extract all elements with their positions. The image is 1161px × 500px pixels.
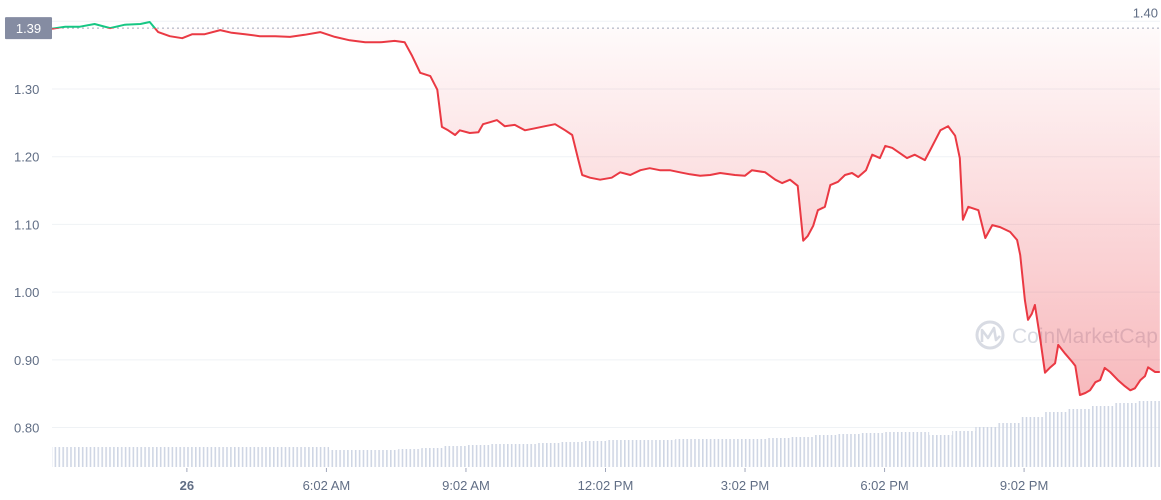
volume-bar bbox=[790, 437, 814, 467]
volume-bar bbox=[629, 440, 653, 467]
volume-bar bbox=[282, 447, 306, 467]
volume-bar bbox=[1021, 417, 1045, 467]
y-tick-label: 1.30 bbox=[14, 82, 39, 97]
volume-bar bbox=[259, 447, 283, 467]
baseline-label-text: 1.39 bbox=[16, 21, 41, 36]
y-tick-label: 1.40 bbox=[1133, 5, 1158, 20]
volume-bar bbox=[490, 444, 514, 467]
volume-bar bbox=[767, 438, 791, 467]
volume-bar bbox=[606, 440, 630, 467]
volume-bar bbox=[1136, 401, 1160, 467]
volume-bar bbox=[75, 447, 99, 467]
volume-bar bbox=[213, 447, 237, 467]
y-tick-label: 0.90 bbox=[14, 353, 39, 368]
baseline-label-box bbox=[5, 17, 52, 40]
x-axis: 26 6:02 AM 9:02 AM 12:02 PM 3:02 PM 6:02 PM 9:… bbox=[180, 468, 1048, 493]
volume-bar bbox=[836, 434, 860, 467]
volume-bar bbox=[998, 423, 1022, 467]
volume-bar bbox=[144, 447, 168, 467]
x-tick-label: 26 bbox=[180, 478, 194, 493]
volume-bar bbox=[52, 447, 76, 467]
price-line-below-open bbox=[51, 28, 1160, 396]
y-axis: 0.80 0.90 1.00 1.10 1.20 1.30 1.40 bbox=[14, 5, 1158, 435]
volume-bar bbox=[1090, 406, 1114, 467]
volume-bar bbox=[398, 449, 422, 467]
volume-bar bbox=[444, 446, 468, 467]
x-tick-label: 9:02 PM bbox=[1000, 478, 1048, 493]
volume-bar bbox=[906, 432, 930, 467]
x-tick-label: 6:02 AM bbox=[303, 478, 351, 493]
x-tick-label: 12:02 PM bbox=[578, 478, 634, 493]
volume-bar bbox=[813, 435, 837, 467]
volume-bar bbox=[859, 433, 883, 467]
x-tick-label: 6:02 PM bbox=[860, 478, 908, 493]
volume-bar bbox=[1067, 409, 1091, 467]
volume-bars bbox=[52, 401, 1160, 467]
volume-bar bbox=[375, 450, 399, 467]
y-tick-label: 1.20 bbox=[14, 150, 39, 165]
volume-bar bbox=[744, 439, 768, 467]
volume-bar bbox=[582, 441, 606, 467]
volume-bar bbox=[929, 435, 953, 467]
volume-bar bbox=[329, 450, 353, 467]
volume-bar bbox=[352, 450, 376, 467]
volume-bar bbox=[952, 431, 976, 467]
volume-bar bbox=[652, 440, 676, 467]
volume-bar bbox=[190, 447, 214, 467]
volume-bar bbox=[1113, 403, 1137, 467]
volume-bar bbox=[236, 447, 260, 467]
volume-bar bbox=[536, 443, 560, 467]
volume-bar bbox=[975, 427, 999, 467]
coinmarketcap-logo-mark bbox=[980, 326, 1001, 342]
volume-bar bbox=[721, 439, 745, 467]
volume-bar bbox=[1044, 412, 1068, 467]
x-tick-label: 9:02 AM bbox=[442, 478, 490, 493]
baseline-label: 1.39 bbox=[5, 17, 52, 40]
volume-bar bbox=[305, 447, 329, 467]
volume-bar bbox=[698, 439, 722, 467]
volume-bar bbox=[467, 445, 491, 467]
coinmarketcap-logo-icon bbox=[975, 320, 1005, 350]
x-tick-label: 3:02 PM bbox=[721, 478, 769, 493]
volume-bar bbox=[98, 447, 122, 467]
y-tick-label: 0.80 bbox=[14, 421, 39, 436]
volume-bar bbox=[883, 432, 907, 467]
y-tick-label: 1.10 bbox=[14, 217, 39, 232]
volume-bar bbox=[121, 447, 145, 467]
volume-bar bbox=[559, 442, 583, 467]
volume-bar bbox=[513, 444, 537, 467]
volume-bar bbox=[675, 439, 699, 467]
y-tick-label: 1.00 bbox=[14, 285, 39, 300]
volume-bar bbox=[167, 447, 191, 467]
volume-bar bbox=[421, 448, 445, 467]
price-area-fill bbox=[52, 28, 1160, 395]
